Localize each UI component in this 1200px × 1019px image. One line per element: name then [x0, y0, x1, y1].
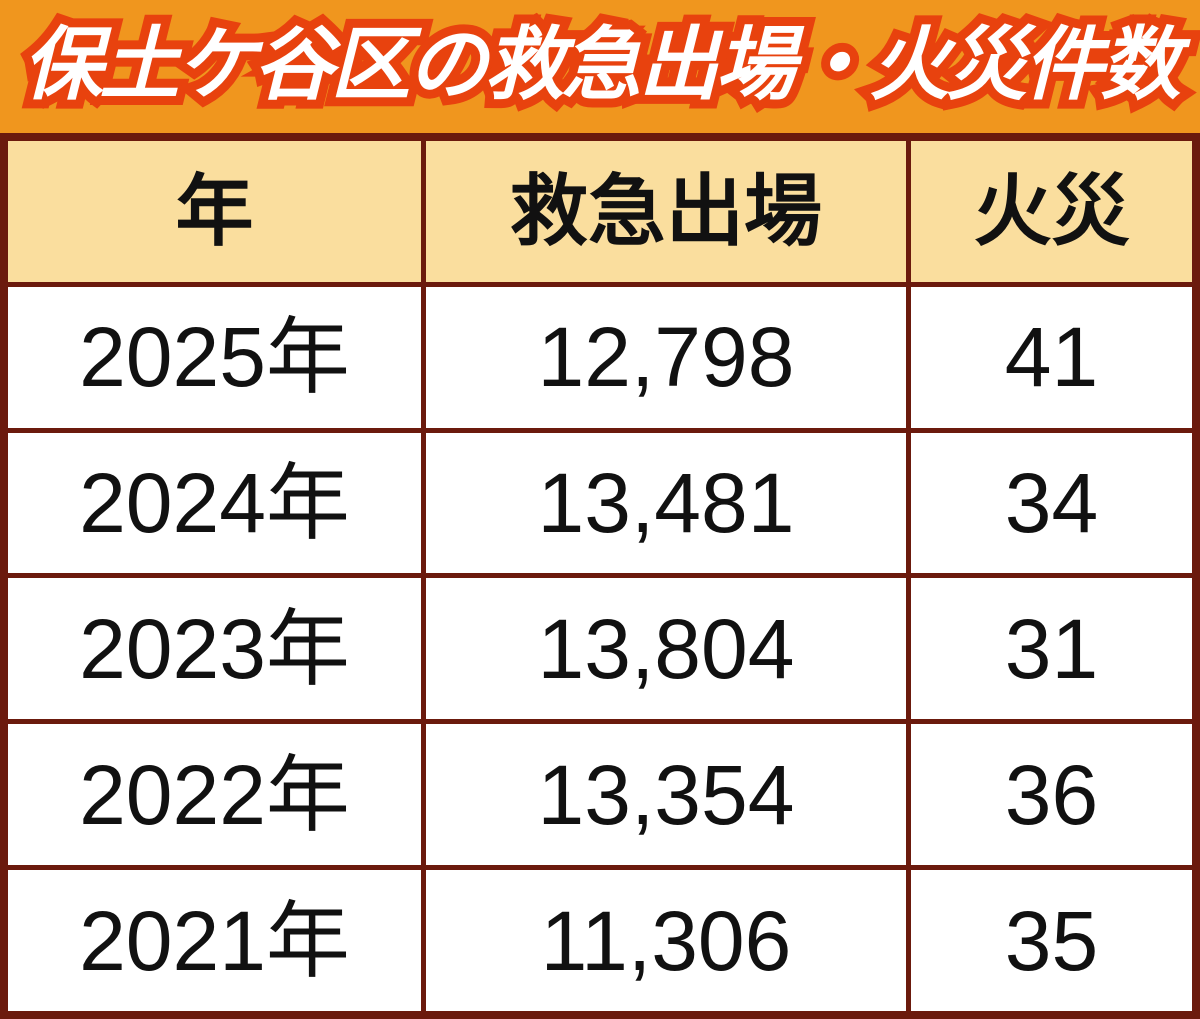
column-header-ambulance: 救急出場: [426, 141, 906, 282]
table-cell-fire-2024: 34: [911, 432, 1192, 574]
column-header-year: 年: [8, 141, 421, 282]
title-banner: 保土ケ谷区の救急出場・火災件数 保土ケ谷区の救急出場・火災件数: [0, 0, 1200, 133]
table-cell-year-2022: 2022年: [8, 724, 421, 866]
page-title: 保土ケ谷区の救急出場・火災件数 保土ケ谷区の救急出場・火災件数: [14, 15, 1190, 113]
table-cell-fire-2021: 35: [911, 870, 1192, 1011]
table-cell-year-2023: 2023年: [8, 578, 421, 720]
page-title-text: 保土ケ谷区の救急出場・火災件数: [22, 19, 1181, 109]
table-cell-ambulance-2025: 12,798: [426, 286, 906, 428]
table-cell-fire-2025: 41: [911, 286, 1192, 428]
table-cell-year-2025: 2025年: [8, 286, 421, 428]
table-cell-year-2021: 2021年: [8, 870, 421, 1011]
table-cell-ambulance-2021: 11,306: [426, 870, 906, 1011]
table-cell-fire-2023: 31: [911, 578, 1192, 720]
page-title-outline: 保土ケ谷区の救急出場・火災件数: [14, 15, 1190, 113]
table-cell-fire-2022: 36: [911, 724, 1192, 866]
table-cell-year-2024: 2024年: [8, 432, 421, 574]
table-cell-ambulance-2024: 13,481: [426, 432, 906, 574]
table-cell-ambulance-2022: 13,354: [426, 724, 906, 866]
column-header-fire: 火災: [911, 141, 1192, 282]
stats-table: 年 救急出場 火災 2025年 12,798 41 2024年 13,481 3…: [0, 133, 1200, 1019]
table-cell-ambulance-2023: 13,804: [426, 578, 906, 720]
